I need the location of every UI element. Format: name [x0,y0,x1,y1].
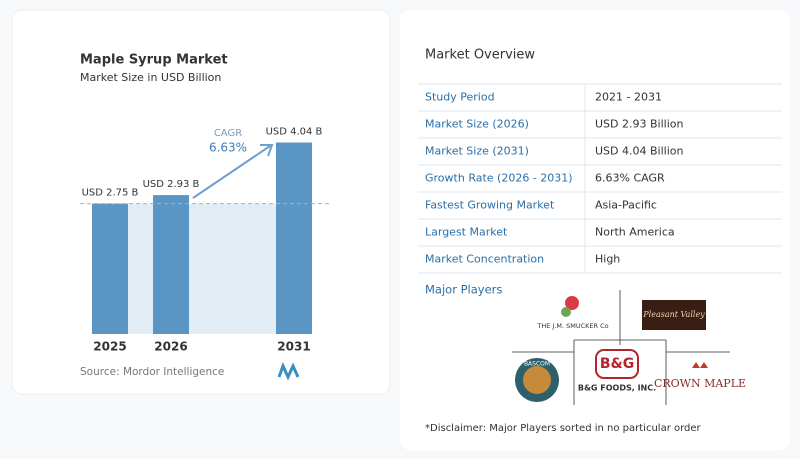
player-logo: Pleasant Valley [642,310,705,319]
row-label: Market Size (2026) [425,118,529,131]
row-label: Fastest Growing Market [425,199,555,212]
bar [92,203,128,334]
bg-badge [595,349,639,379]
bar [276,142,312,334]
disclaimer: *Disclaimer: Major Players sorted in no … [425,423,702,434]
row-value: Asia-Pacific [595,199,657,212]
crown-icon [692,362,708,368]
overview-card [400,10,790,450]
player-logo: B&G FOODS, INC. [578,384,656,393]
bar-chart: USD 2.75 B 2025 USD 2.93 B 2026 USD 4.04 B 20… [80,127,330,354]
arrow-head [260,144,274,157]
player-logo: THE J.M. SMUCKER Co [536,322,608,330]
x-tick-label: 2031 [277,340,310,354]
cagr-value: 6.63% [209,141,247,155]
row-value: USD 4.04 Billion [595,145,683,158]
smucker-icon [565,296,579,310]
bg-mark: B&G [600,356,634,372]
chart-card [11,9,391,395]
players-title: Major Players [425,283,502,297]
row-label: Market Size (2031) [425,145,529,158]
value-label: USD 2.75 B [82,188,139,199]
bascom-leaf [523,366,551,394]
x-tick-label: 2026 [154,340,187,354]
row-label: Study Period [425,91,495,104]
value-label: USD 2.93 B [143,179,200,190]
overview-title: Market Overview [425,48,535,63]
player-logo: BASCOM [524,361,550,368]
source: Source: Mordor Intelligence [80,366,224,378]
chart-title: Maple Syrup Market [80,53,228,68]
bar [153,195,189,334]
row-value: 6.63% CAGR [595,172,665,185]
row-value: USD 2.93 Billion [595,118,683,131]
cagr-arrow [192,145,271,199]
row-value: North America [595,226,675,239]
row-value: High [595,253,620,266]
row-label: Largest Market [425,226,508,239]
overview-table: Study Period 2021 - 2031 Market Size (2026… [418,83,782,274]
row-label: Market Concentration [425,253,544,266]
chart-subtitle: Market Size in USD Billion [80,71,221,84]
brand-logo [277,362,300,381]
pleasant-bg [642,300,706,330]
smucker-icon [561,307,571,317]
row-value: 2021 - 2031 [595,91,662,104]
player-grid [512,290,730,405]
player-logo: CROWN MAPLE [654,377,746,390]
value-label: USD 4.04 B [266,127,323,138]
cagr-label: CAGR [214,128,242,139]
x-tick-label: 2025 [93,340,126,354]
row-label: Growth Rate (2026 - 2031) [425,172,573,185]
